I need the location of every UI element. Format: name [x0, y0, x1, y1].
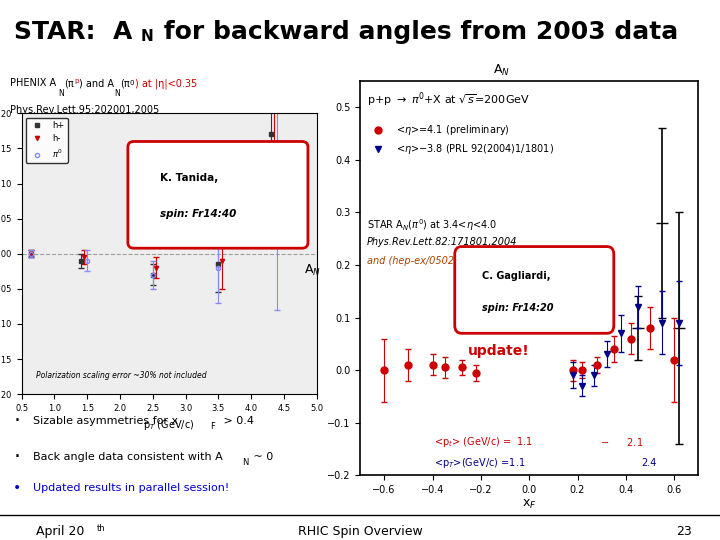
- Text: N: N: [58, 89, 63, 98]
- Text: PHENIX A: PHENIX A: [10, 78, 56, 88]
- Text: update!: update!: [468, 344, 530, 358]
- Text: spin: Fr14:40: spin: Fr14:40: [161, 210, 237, 219]
- Y-axis label: A$_N$: A$_N$: [305, 263, 321, 278]
- Text: Updated results in parallel session!: Updated results in parallel session!: [33, 483, 230, 493]
- FancyBboxPatch shape: [128, 141, 308, 248]
- Text: ~ 0: ~ 0: [250, 452, 274, 462]
- Text: 23: 23: [676, 524, 692, 538]
- Text: $-$      2.1: $-$ 2.1: [600, 436, 644, 448]
- Text: <p$_t$> (GeV/c) =  1.1: <p$_t$> (GeV/c) = 1.1: [434, 435, 534, 449]
- FancyBboxPatch shape: [455, 247, 613, 333]
- Text: STAR A$_N$($\pi^0$) at 3.4<$\eta$<4.0: STAR A$_N$($\pi^0$) at 3.4<$\eta$<4.0: [366, 217, 497, 233]
- Text: Polarization scaling error ~30% not included: Polarization scaling error ~30% not incl…: [36, 371, 207, 380]
- Text: Phys.Rev.Lett.82:171801,2004: Phys.Rev.Lett.82:171801,2004: [366, 237, 517, 247]
- Text: ·: ·: [13, 411, 20, 431]
- Text: p: p: [75, 78, 79, 84]
- Text: STAR:  A: STAR: A: [14, 21, 132, 44]
- X-axis label: p$_T$ (GeV/c): p$_T$ (GeV/c): [143, 418, 195, 433]
- Text: spin: Fr14:20: spin: Fr14:20: [482, 302, 554, 313]
- Text: ·: ·: [13, 447, 20, 467]
- Text: <p$_T$>(GeV/c) =1.1: <p$_T$>(GeV/c) =1.1: [434, 456, 526, 470]
- Text: Phys.Rev.Lett.95:202001,2005: Phys.Rev.Lett.95:202001,2005: [10, 105, 159, 115]
- Text: p+p $\rightarrow$ $\pi^0$+X at $\sqrt{s}$=200GeV: p+p $\rightarrow$ $\pi^0$+X at $\sqrt{s}…: [366, 91, 530, 110]
- Legend: h+, h-, $\pi^0$: h+, h-, $\pi^0$: [26, 118, 68, 163]
- Text: th: th: [97, 524, 106, 533]
- Text: RHIC Spin Overview: RHIC Spin Overview: [297, 524, 423, 538]
- Text: Sizable asymmetries for x: Sizable asymmetries for x: [33, 416, 179, 426]
- Text: N: N: [114, 89, 120, 98]
- Text: •: •: [13, 481, 22, 495]
- Legend: <$\eta$>=4.1 (preliminary), <$\eta$>$-$3.8 (PRL 92(2004)1/1801): <$\eta$>=4.1 (preliminary), <$\eta$>$-$3…: [365, 119, 558, 160]
- X-axis label: x$_F$: x$_F$: [522, 498, 536, 511]
- Text: ) and A: ) and A: [79, 78, 114, 88]
- Text: (π: (π: [120, 78, 130, 88]
- Text: (π: (π: [65, 78, 74, 88]
- Text: 2.4: 2.4: [641, 458, 656, 468]
- Text: > 0.4: > 0.4: [220, 416, 254, 426]
- Text: N: N: [140, 29, 153, 44]
- Text: K. Tanida,: K. Tanida,: [161, 173, 219, 183]
- Text: for backward angles from 2003 data: for backward angles from 2003 data: [155, 21, 678, 44]
- Text: F: F: [210, 422, 215, 431]
- Text: A$_N$: A$_N$: [493, 63, 510, 78]
- Text: April 20: April 20: [36, 524, 84, 538]
- Text: N: N: [242, 458, 248, 467]
- Text: and (hep-ex/0502040): and (hep-ex/0502040): [366, 256, 477, 266]
- Text: C. Gagliardi,: C. Gagliardi,: [482, 271, 550, 281]
- Text: 0: 0: [130, 80, 135, 86]
- Text: ) at |η|<0.35: ) at |η|<0.35: [135, 78, 197, 89]
- Text: Back angle data consistent with A: Back angle data consistent with A: [33, 452, 223, 462]
